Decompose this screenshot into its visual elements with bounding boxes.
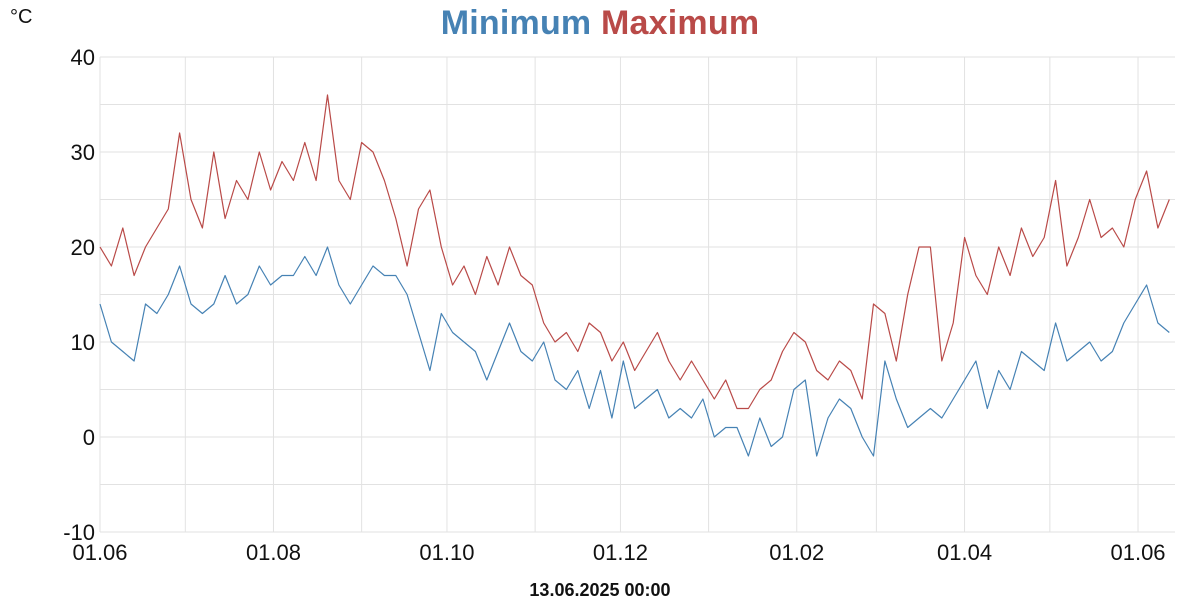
y-tick-label: 0: [83, 425, 95, 450]
y-tick-label: 40: [71, 45, 95, 70]
timestamp-label: 13.06.2025 00:00: [529, 580, 671, 600]
y-axis-ticks: 40 30 20 10 0 -10: [63, 45, 95, 545]
legend-minimum-label: Minimum: [440, 4, 592, 42]
x-tick-label: 01.10: [419, 540, 474, 565]
series-line-maximum: [99, 94, 1170, 410]
x-axis-ticks: 01.06 01.08 01.10 01.12 01.02 01.04 01.06: [72, 540, 1165, 565]
x-tick-label: 01.04: [937, 540, 992, 565]
x-tick-label: 01.08: [246, 540, 301, 565]
x-tick-label: 01.12: [593, 540, 648, 565]
x-tick-label: 01.02: [769, 540, 824, 565]
x-tick-label: 01.06: [1110, 540, 1165, 565]
legend-maximum-label: Maximum: [601, 4, 760, 42]
grid: [99, 56, 1175, 533]
series-line-minimum: [99, 246, 1170, 457]
chart-title: Minimum Maximum: [0, 4, 1200, 43]
y-axis-unit-label: °C: [10, 6, 33, 28]
y-tick-label: -10: [63, 520, 95, 545]
x-tick-label: 01.06: [72, 540, 127, 565]
y-tick-label: 30: [71, 140, 95, 165]
y-tick-label: 10: [71, 330, 95, 355]
series-lines: [99, 94, 1170, 457]
y-tick-label: 20: [71, 235, 95, 260]
